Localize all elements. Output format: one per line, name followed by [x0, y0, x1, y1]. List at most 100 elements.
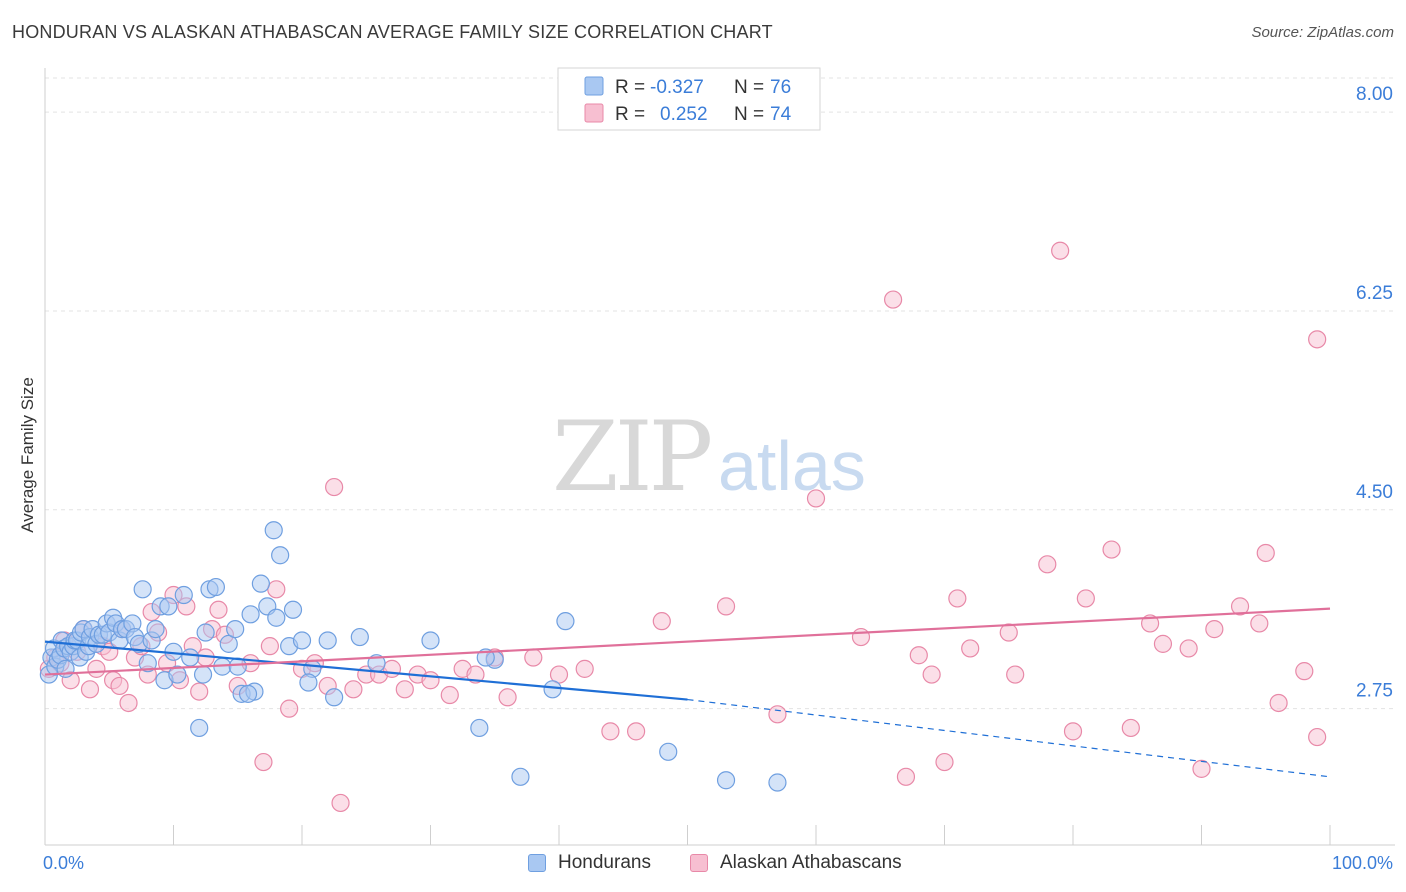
honduran-point-74 — [470, 718, 489, 738]
honduran-point-80 — [543, 680, 562, 699]
honduran-point-79 — [768, 773, 787, 792]
alaskan-athabascan-point-67 — [999, 623, 1018, 642]
y-tick-label-1: 4.50 — [1356, 482, 1393, 503]
y-tick-labels: 2.75 4.50 6.25 8.00 — [1356, 84, 1393, 702]
watermark: ZIP atlas — [552, 401, 866, 513]
alaskan-athabascan-point-45 — [395, 680, 414, 699]
honduran-point-35 — [138, 654, 157, 673]
trend-line-hondurans-extrapolated — [687, 698, 1331, 778]
alaskan-athabascan-point-41 — [344, 680, 363, 699]
alaskan-athabascan-point-72 — [1179, 639, 1198, 658]
honduran-point-37 — [146, 620, 165, 639]
alaskan-athabascan-point-12 — [110, 676, 129, 696]
legend-label-alaskan-athabascans: Alaskan Athabascans — [720, 852, 902, 873]
honduran-point-45 — [193, 665, 213, 684]
honduran-point-81 — [716, 771, 736, 790]
y-tick-label-3: 8.00 — [1356, 84, 1393, 105]
legend-swatch-alaskan-athabascans — [690, 854, 708, 872]
honduran-point-61 — [271, 546, 290, 565]
honduran-point-67 — [299, 673, 318, 692]
alaskan-athabascan-point-25 — [190, 682, 209, 701]
honduran-point-34 — [133, 580, 152, 599]
alaskan-athabascan-point-28 — [209, 600, 228, 619]
x-tick-labels: 0.0% 100.0% — [43, 853, 1393, 873]
alaskan-athabascan-point-73 — [1205, 620, 1224, 639]
legend-swatch-hondurans — [528, 854, 546, 872]
trend-line-alaskan-athabascans — [44, 607, 1331, 676]
alaskan-athabascan-point-40 — [331, 793, 350, 813]
alaskan-athabascan-point-65 — [922, 665, 941, 684]
alaskan-athabascan-point-68 — [1038, 555, 1057, 574]
legend-r-label-1: R = — [615, 77, 645, 98]
honduran-point-53 — [228, 657, 247, 676]
alaskan-athabascan-point-58 — [652, 612, 671, 631]
alaskan-athabascan-point-78 — [1308, 727, 1327, 747]
watermark-atlas: atlas — [718, 427, 866, 505]
legend-r-value-1: -0.327 — [650, 77, 704, 98]
alaskan-athabascan-point-82 — [1076, 589, 1095, 608]
source-label: Source: ZipAtlas.com — [1251, 24, 1394, 41]
alaskan-athabascan-point-57 — [626, 722, 646, 741]
alaskan-athabascan-point-76 — [1269, 693, 1288, 713]
alaskan-athabascan-point-81 — [1192, 759, 1211, 778]
legend-swatch-pink — [584, 103, 604, 123]
alaskan-athabascan-point-77 — [1295, 662, 1314, 681]
alaskan-athabascan-point-80 — [1121, 718, 1140, 738]
legend-item-hondurans: Hondurans — [528, 852, 651, 874]
axes — [44, 68, 1395, 846]
alaskan-athabascan-point-50 — [466, 665, 485, 684]
trend-line-hondurans — [44, 640, 688, 701]
legend-n-value-2: 74 — [770, 104, 792, 125]
alaskan-athabascan-point-63 — [883, 290, 903, 309]
alaskan-athabascan-point-70 — [1102, 540, 1121, 559]
alaskan-athabascan-point-79 — [1051, 241, 1070, 260]
alaskan-athabascan-point-85 — [1250, 614, 1269, 633]
honduran-point-40 — [159, 597, 178, 616]
alaskan-athabascan-point-39 — [325, 477, 344, 497]
legend-n-label-1: N = — [734, 77, 764, 98]
series-alaskan-athabascans — [39, 241, 1327, 813]
alaskan-athabascan-point-8 — [87, 659, 106, 678]
honduran-point-49 — [190, 718, 209, 738]
alaskan-athabascan-point-69 — [1063, 722, 1083, 741]
honduran-point-78 — [659, 742, 678, 761]
honduran-point-70 — [325, 688, 344, 707]
honduran-point-55 — [241, 605, 260, 624]
honduran-point-77 — [556, 612, 575, 631]
x-tick-label-start: 0.0% — [43, 853, 84, 873]
alaskan-athabascan-point-52 — [498, 688, 517, 707]
honduran-point-69 — [350, 627, 369, 647]
alaskan-athabascan-point-48 — [440, 685, 459, 705]
honduran-point-52 — [226, 620, 245, 639]
alaskan-athabascan-point-86 — [1308, 330, 1327, 349]
legend-swatch-blue — [584, 76, 604, 96]
honduran-point-76 — [511, 767, 530, 786]
watermark-zip: ZIP — [552, 401, 711, 513]
honduran-point-68 — [318, 631, 337, 650]
legend-label-hondurans: Hondurans — [558, 852, 651, 873]
legend-n-value-1: 76 — [770, 77, 791, 98]
alaskan-athabascan-point-55 — [575, 659, 594, 678]
legend-item-alaskan-athabascans: Alaskan Athabascans — [690, 852, 902, 874]
alaskan-athabascan-point-60 — [768, 705, 787, 724]
alaskan-athabascan-point-14 — [119, 693, 138, 713]
honduran-point-48 — [206, 577, 226, 597]
honduran-point-44 — [181, 648, 200, 667]
honduran-point-63 — [283, 600, 303, 619]
alaskan-athabascan-point-61 — [806, 489, 826, 508]
alaskan-athabascan-point-33 — [260, 637, 279, 656]
alaskan-athabascan-point-35 — [280, 699, 299, 718]
alaskan-athabascan-point-53 — [524, 648, 543, 667]
alaskan-athabascan-point-56 — [601, 722, 620, 741]
y-tick-label-0: 2.75 — [1356, 681, 1393, 702]
alaskan-athabascan-point-64 — [896, 767, 916, 786]
alaskan-athabascan-point-44 — [382, 659, 402, 678]
alaskan-athabascan-point-74 — [1230, 597, 1250, 616]
honduran-point-57 — [251, 574, 270, 593]
honduran-point-65 — [264, 521, 283, 540]
honduran-point-72 — [421, 631, 440, 650]
alaskan-athabascan-point-7 — [80, 680, 100, 699]
x-tick-label-end: 100.0% — [1332, 853, 1393, 873]
honduran-point-46 — [196, 623, 215, 642]
